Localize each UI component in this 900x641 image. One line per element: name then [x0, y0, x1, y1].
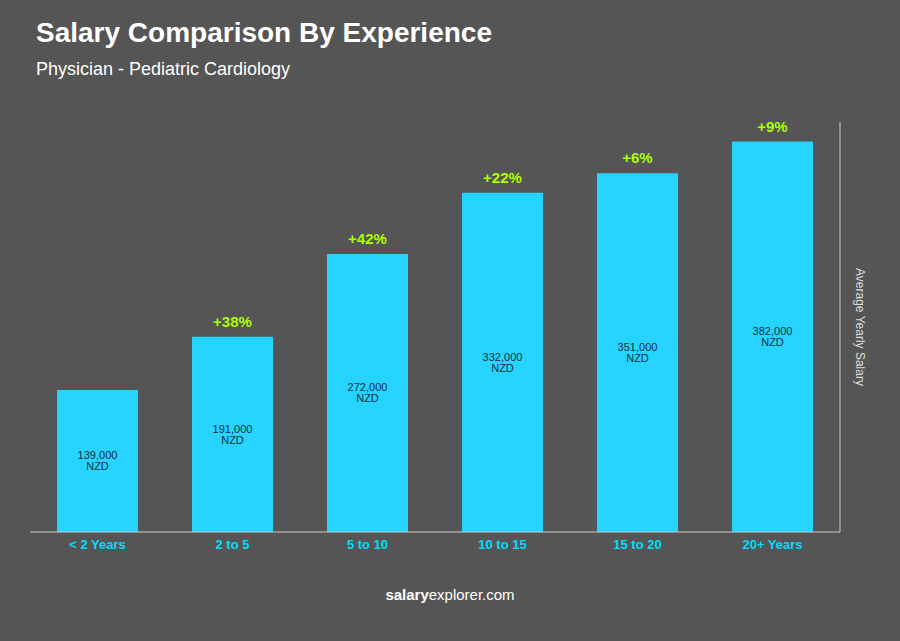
- svg-text:10 to 15: 10 to 15: [478, 537, 526, 552]
- svg-text:+22%: +22%: [483, 169, 522, 186]
- svg-text:332,000NZD: 332,000NZD: [483, 351, 523, 374]
- html-text:salary explorer.com: salary explorer.com: [385, 586, 515, 603]
- svg-text:+6%: +6%: [622, 149, 652, 166]
- svg-text:2 to 5: 2 to 5: [216, 537, 250, 552]
- svg-text:20+ Years: 20+ Years: [742, 537, 802, 552]
- svg-text:139,000NZD: 139,000NZD: [78, 449, 118, 472]
- svg-text:351,000NZD: 351,000NZD: [618, 341, 658, 364]
- svg-text:272,000NZD: 272,000NZD: [348, 381, 388, 404]
- svg-text:+38%: +38%: [213, 313, 252, 330]
- svg-text:+9%: +9%: [757, 118, 787, 135]
- svg-text:Average Yearly Salary: Average Yearly Salary: [853, 268, 867, 386]
- svg-text:< 2 Years: < 2 Years: [69, 537, 126, 552]
- svg-text:191,000NZD: 191,000NZD: [213, 423, 253, 446]
- svg-text:15 to 20: 15 to 20: [613, 537, 661, 552]
- svg-text:+42%: +42%: [348, 230, 387, 247]
- html-text:Physician - Pediatric Cardiolo: Physician - Pediatric Cardiology: [36, 59, 291, 79]
- html-text:Salary Comparison By Experienc: Salary Comparison By Experience: [36, 17, 492, 48]
- svg-text:5 to 10: 5 to 10: [347, 537, 388, 552]
- svg-text:382,000NZD: 382,000NZD: [753, 325, 793, 348]
